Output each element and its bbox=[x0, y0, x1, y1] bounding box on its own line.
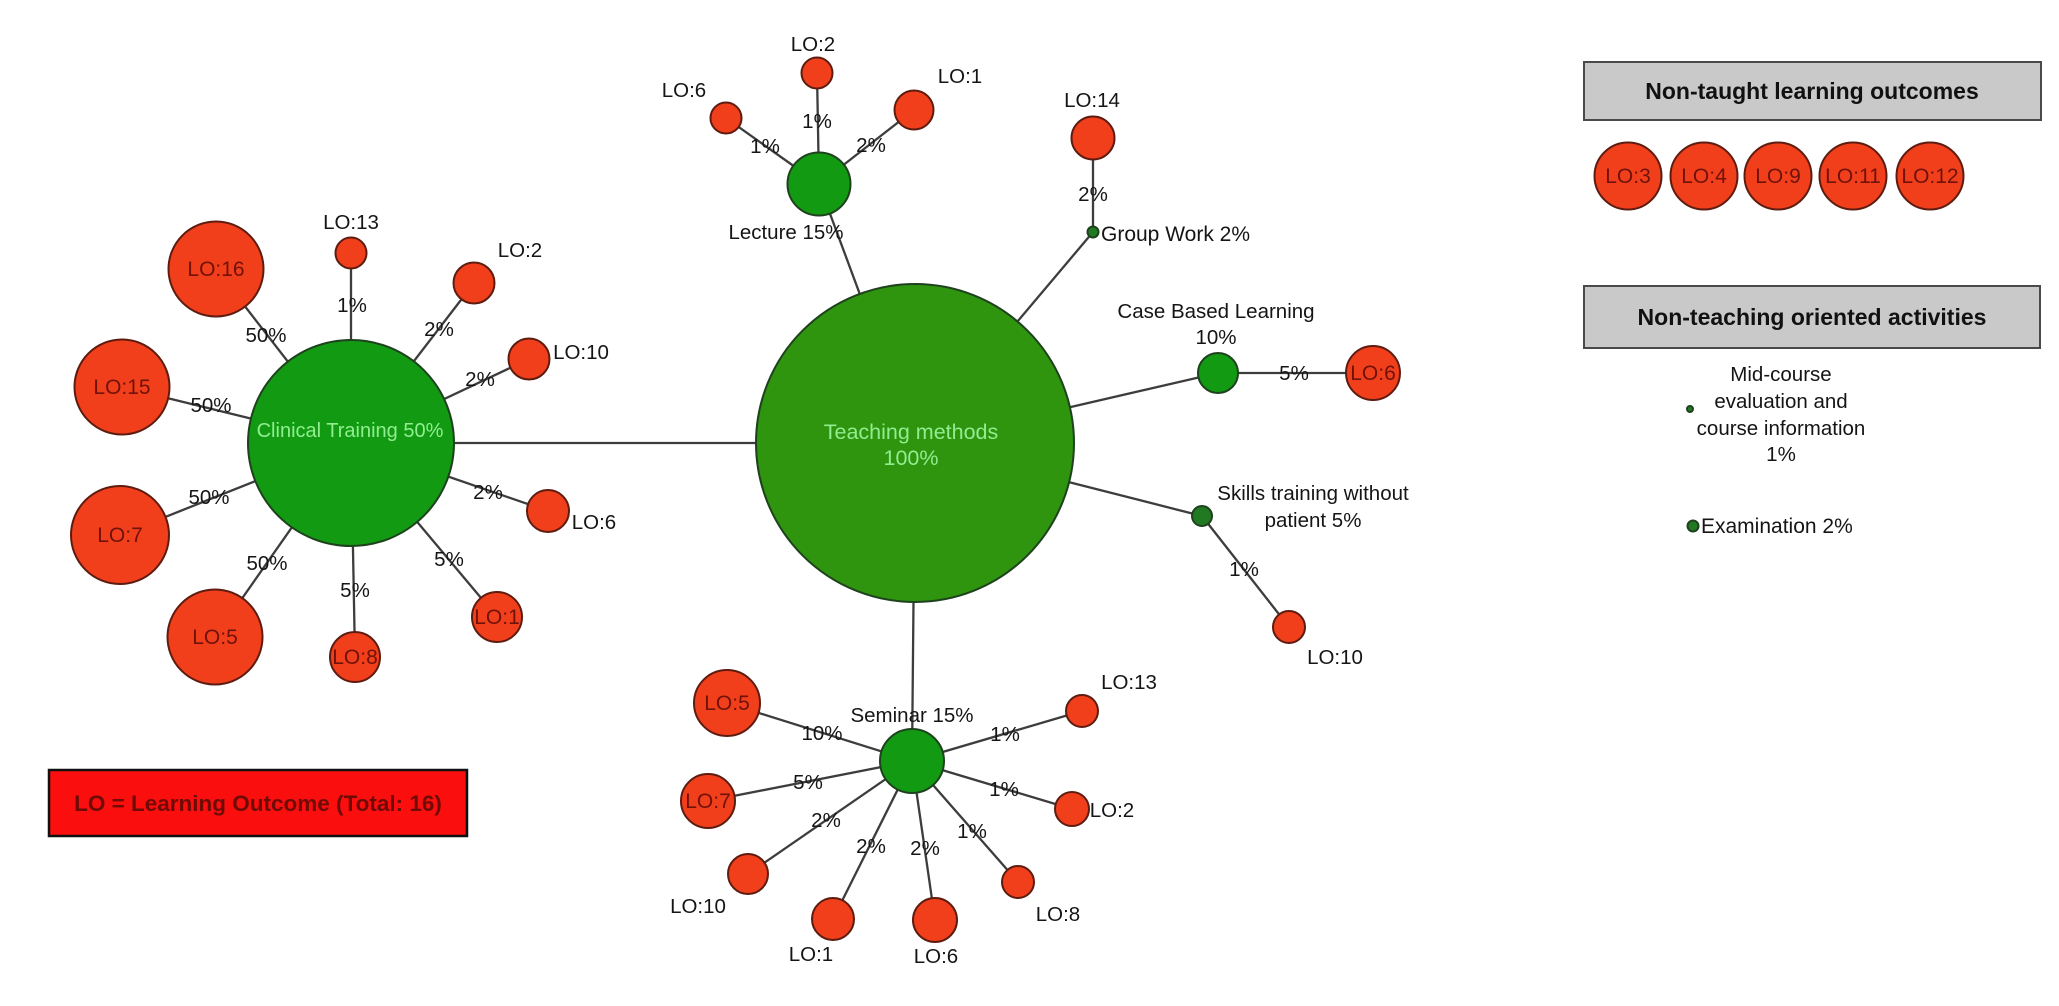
svg-text:Non-taught learning outcomes: Non-taught learning outcomes bbox=[1645, 78, 1979, 104]
svg-text:LO:10: LO:10 bbox=[1307, 646, 1363, 669]
svg-text:LO:2: LO:2 bbox=[791, 33, 835, 56]
svg-text:Group Work 2%: Group Work 2% bbox=[1101, 223, 1250, 246]
svg-text:LO:10: LO:10 bbox=[670, 895, 726, 918]
svg-text:Mid-course: Mid-course bbox=[1730, 363, 1831, 386]
svg-text:LO:6: LO:6 bbox=[1350, 362, 1396, 385]
svg-text:Examination 2%: Examination 2% bbox=[1701, 515, 1853, 538]
svg-text:Seminar 15%: Seminar 15% bbox=[850, 704, 973, 727]
svg-text:Skills training without: Skills training without bbox=[1217, 482, 1409, 505]
svg-text:LO:13: LO:13 bbox=[323, 211, 379, 234]
svg-text:Teaching methods: Teaching methods bbox=[824, 420, 999, 444]
svg-text:LO:6: LO:6 bbox=[914, 945, 958, 968]
svg-text:Case Based Learning: Case Based Learning bbox=[1117, 300, 1314, 323]
svg-text:LO:14: LO:14 bbox=[1064, 89, 1120, 112]
svg-text:10%: 10% bbox=[1195, 326, 1236, 349]
svg-text:LO:7: LO:7 bbox=[97, 524, 143, 547]
svg-text:LO:6: LO:6 bbox=[662, 79, 706, 102]
svg-text:1%: 1% bbox=[957, 820, 987, 843]
svg-text:LO:2: LO:2 bbox=[1090, 799, 1134, 822]
svg-text:1%: 1% bbox=[802, 110, 832, 133]
svg-text:10%: 10% bbox=[801, 722, 842, 745]
svg-text:LO = Learning Outcome (Total:: LO = Learning Outcome (Total: 16) bbox=[74, 791, 442, 816]
svg-text:LO:1: LO:1 bbox=[789, 943, 833, 966]
svg-text:1%: 1% bbox=[990, 723, 1020, 746]
svg-text:2%: 2% bbox=[910, 837, 940, 860]
svg-text:1%: 1% bbox=[337, 294, 367, 317]
svg-text:50%: 50% bbox=[246, 552, 287, 575]
svg-text:1%: 1% bbox=[750, 135, 780, 158]
svg-text:50%: 50% bbox=[190, 394, 231, 417]
svg-text:2%: 2% bbox=[811, 809, 841, 832]
svg-text:patient 5%: patient 5% bbox=[1265, 509, 1362, 532]
svg-text:LO:15: LO:15 bbox=[93, 376, 150, 399]
svg-text:LO:5: LO:5 bbox=[192, 626, 238, 649]
svg-text:LO:16: LO:16 bbox=[187, 258, 244, 281]
svg-text:LO:13: LO:13 bbox=[1101, 671, 1157, 694]
svg-text:LO:2: LO:2 bbox=[498, 239, 542, 262]
svg-text:2%: 2% bbox=[856, 835, 886, 858]
svg-text:Non-teaching oriented activiti: Non-teaching oriented activities bbox=[1638, 304, 1987, 330]
svg-text:LO:5: LO:5 bbox=[704, 692, 750, 715]
svg-text:LO:1: LO:1 bbox=[938, 65, 982, 88]
svg-text:LO:7: LO:7 bbox=[685, 790, 731, 813]
svg-text:2%: 2% bbox=[473, 481, 503, 504]
svg-text:LO:1: LO:1 bbox=[474, 606, 520, 629]
svg-text:2%: 2% bbox=[465, 368, 495, 391]
svg-text:Clinical Training 50%: Clinical Training 50% bbox=[257, 420, 444, 442]
svg-text:LO:8: LO:8 bbox=[332, 646, 378, 669]
svg-text:LO:6: LO:6 bbox=[572, 511, 616, 534]
svg-text:50%: 50% bbox=[188, 486, 229, 509]
svg-text:5%: 5% bbox=[340, 579, 370, 602]
svg-text:5%: 5% bbox=[1279, 362, 1309, 385]
svg-text:50%: 50% bbox=[245, 324, 286, 347]
svg-text:5%: 5% bbox=[434, 548, 464, 571]
svg-text:100%: 100% bbox=[884, 446, 939, 470]
svg-text:LO:9: LO:9 bbox=[1755, 165, 1801, 188]
svg-text:LO:3: LO:3 bbox=[1605, 165, 1651, 188]
svg-text:1%: 1% bbox=[1229, 558, 1259, 581]
svg-text:LO:11: LO:11 bbox=[1825, 165, 1881, 188]
svg-text:5%: 5% bbox=[793, 771, 823, 794]
svg-text:Lecture 15%: Lecture 15% bbox=[728, 221, 843, 244]
svg-text:1%: 1% bbox=[1766, 443, 1796, 466]
svg-text:2%: 2% bbox=[1078, 183, 1108, 206]
svg-text:2%: 2% bbox=[424, 318, 454, 341]
svg-text:evaluation and: evaluation and bbox=[1714, 390, 1847, 413]
svg-text:LO:10: LO:10 bbox=[553, 341, 609, 364]
svg-text:LO:8: LO:8 bbox=[1036, 903, 1080, 926]
svg-text:LO:12: LO:12 bbox=[1901, 165, 1958, 188]
svg-text:LO:4: LO:4 bbox=[1681, 165, 1727, 188]
svg-text:1%: 1% bbox=[989, 778, 1019, 801]
svg-text:course information: course information bbox=[1697, 417, 1866, 440]
svg-text:2%: 2% bbox=[856, 134, 886, 157]
